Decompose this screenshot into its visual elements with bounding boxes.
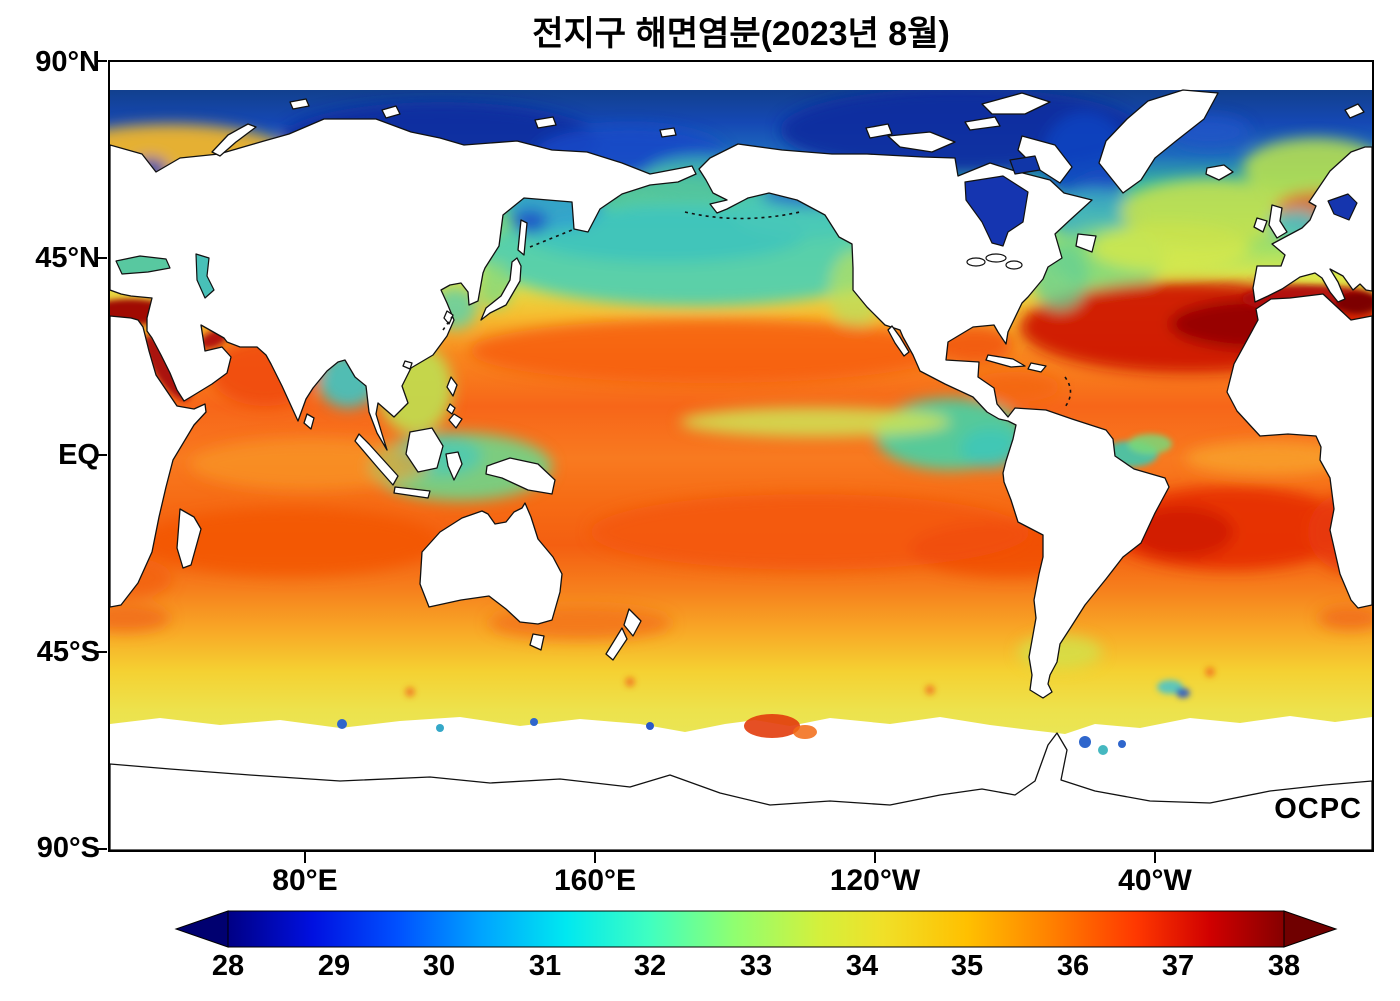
island-franz-josef (289, 98, 310, 110)
island-japan (480, 257, 522, 321)
lat-tick-90s: 90°S (36, 832, 100, 864)
island-devon (964, 116, 1001, 131)
lat-tickmark (96, 257, 107, 259)
cb-tick-31: 31 (528, 950, 562, 982)
field-edge-specks (337, 714, 1126, 755)
continent-africa-east (1226, 293, 1372, 609)
lon-tickmark (304, 852, 306, 863)
island-sumatra (354, 433, 399, 486)
continents-layer (110, 89, 1372, 850)
island-hispaniola (1027, 362, 1047, 373)
cb-tick-32: 32 (633, 950, 667, 982)
lat-tickmark (96, 651, 107, 653)
page-title: 전지구 해면염분(2023년 8월) (532, 15, 950, 53)
watermark-ocpc: OCPC (1274, 793, 1362, 825)
lat-tickmark (96, 60, 107, 62)
cb-tick-28: 28 (211, 950, 245, 982)
island-sri-lanka (303, 413, 315, 430)
island-cuba (985, 354, 1026, 368)
island-banks (865, 123, 893, 139)
lat-tick-eq: EQ (58, 439, 100, 471)
island-severnaya-zemlya (381, 105, 401, 119)
continent-europe (1252, 146, 1372, 303)
island-britain (1268, 204, 1288, 239)
island-nz-south (605, 627, 628, 661)
island-sulawesi (445, 451, 463, 481)
colorbar-right-arrow (1283, 910, 1338, 948)
colorbar (174, 910, 1338, 948)
sea-baltic (1327, 193, 1358, 221)
island-new-guinea (485, 457, 556, 495)
island-baffin (1017, 135, 1073, 184)
world-salinity-map-svg (110, 62, 1372, 850)
sea-foxe-basin (1009, 155, 1041, 175)
sea-caspian (195, 253, 215, 299)
map-frame: OCPC (108, 60, 1374, 852)
continent-australia (419, 502, 563, 625)
lat-tickmark (96, 848, 107, 850)
lon-tickmark (594, 852, 596, 863)
continent-eurasia (110, 118, 697, 451)
island-novaya-zemlya (211, 123, 257, 157)
sea-black (115, 255, 171, 275)
island-luzon (446, 376, 458, 397)
island-wrangel (659, 127, 677, 138)
cb-tick-30: 30 (422, 950, 456, 982)
cb-tick-35: 35 (950, 950, 984, 982)
colorbar-gradient (227, 910, 1285, 948)
island-newfoundland (1075, 233, 1097, 253)
colorbar-left-arrow (174, 910, 229, 948)
cb-tick-33: 33 (739, 950, 773, 982)
arc-kurils (529, 229, 573, 248)
lon-tick-160e: 160°E (553, 864, 637, 897)
island-visayas (446, 403, 456, 415)
island-mindanao (448, 413, 463, 429)
island-madagascar (176, 508, 202, 569)
island-arcs-layer (442, 211, 1072, 408)
island-svalbard (1344, 103, 1365, 119)
lat-tickmark (96, 454, 107, 456)
island-taiwan (443, 310, 454, 325)
peninsula-baja (887, 325, 910, 357)
island-hainan (402, 360, 413, 370)
inland-seas-layer (115, 155, 1358, 299)
island-ellesmere (981, 92, 1051, 115)
lat-tick-45s: 45°S (36, 636, 100, 668)
arc-antilles (1064, 376, 1072, 408)
island-victoria (887, 131, 956, 153)
cb-tick-29: 29 (317, 950, 351, 982)
island-ireland (1253, 217, 1268, 233)
lon-tick-40w: 40°W (1118, 864, 1192, 897)
lon-tickmark (1154, 852, 1156, 863)
cb-tick-36: 36 (1056, 950, 1090, 982)
lake-huron (985, 253, 1007, 263)
island-iceland (1205, 164, 1234, 181)
island-java (393, 486, 431, 499)
arc-aleutians (684, 211, 801, 220)
island-new-siberian (534, 116, 557, 129)
arctic-mask (110, 62, 1372, 90)
lake-erie-ontario (1005, 260, 1023, 270)
cb-tick-38: 38 (1267, 950, 1301, 982)
island-greenland (1098, 89, 1219, 194)
continent-africa-west (110, 315, 207, 608)
lon-tickmark (874, 852, 876, 863)
island-sakhalin (517, 219, 528, 256)
sea-hudson-bay (964, 175, 1029, 247)
lat-tick-45n: 45°N (35, 242, 100, 274)
continent-antarctica (110, 732, 1372, 850)
cb-tick-37: 37 (1161, 950, 1195, 982)
lake-superior (966, 257, 986, 267)
lat-tick-90n: 90°N (35, 46, 100, 78)
arc-ryukyu (442, 316, 453, 331)
island-borneo (405, 427, 444, 473)
lon-tick-80e: 80°E (272, 864, 338, 897)
island-tasmania (529, 633, 545, 651)
island-nz-north (623, 608, 642, 637)
lon-tick-120w: 120°W (829, 864, 921, 897)
cb-tick-34: 34 (845, 950, 879, 982)
continent-americas (698, 143, 1170, 699)
